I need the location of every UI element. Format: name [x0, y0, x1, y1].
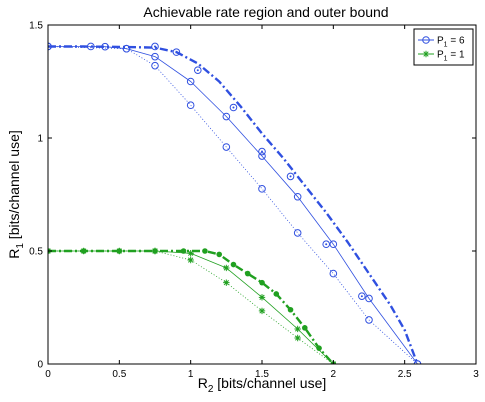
series-6-point-1: [151, 247, 159, 255]
series-1-point-7: [258, 152, 266, 160]
series-1-point-5: [186, 77, 195, 86]
series-2-point-4: [222, 143, 231, 151]
series-5-point-6: [258, 294, 266, 301]
series-3-point-5: [286, 172, 295, 181]
series-4-point-10: [273, 291, 280, 297]
axes: 0 0.5 1 1.5 2 2.5 3 0 0.5 1 1.5: [29, 21, 479, 381]
legend-marker-0: [422, 36, 430, 44]
x-tick-label-1: 0.5: [112, 369, 126, 380]
series-3: [151, 42, 366, 301]
x-tick-label-6: 3: [473, 369, 479, 380]
series-2-point-9: [413, 360, 422, 364]
y-tick-label-2: 1: [37, 134, 43, 145]
series-4-point-5: [202, 248, 208, 254]
series-3-point-2: [194, 66, 202, 74]
series-3-point-1: [172, 48, 181, 56]
series-line-1: [48, 46, 418, 364]
series-2-point-7: [329, 269, 338, 278]
series-6-point-4: [258, 307, 266, 315]
series-1-point-8: [293, 192, 302, 201]
series-5-point-7: [294, 325, 301, 333]
legend-marker-1: [422, 50, 430, 58]
series-5-point-1: [80, 247, 87, 255]
series-3-point-0: [151, 42, 159, 51]
x-tick-label-4: 2: [331, 369, 337, 380]
series-1-point-1: [87, 42, 95, 51]
legend-entry-0: P1 = 6: [418, 36, 465, 49]
series-4-point-13: [316, 345, 322, 351]
series-3-point-6: [322, 240, 331, 249]
series-2-point-2: [151, 61, 159, 70]
series-2-point-3: [186, 101, 195, 110]
x-axis-label: R2 [bits/channel use]: [198, 375, 327, 395]
series-4-point-9: [259, 279, 265, 286]
legend-entry-1: P1 = 1: [418, 50, 465, 63]
series-1-point-10: [365, 294, 373, 303]
series-0: [48, 45, 419, 364]
legend: P1 = 6P1 = 1: [413, 28, 474, 66]
series-5-point-5: [223, 264, 230, 272]
chart-title: Achievable rate region and outer bound: [143, 4, 388, 20]
series-6-point-2: [187, 256, 194, 264]
series-2: [48, 42, 422, 364]
y-tick-label-3: 1.5: [29, 21, 43, 32]
legend-box: [413, 28, 474, 66]
series-3-point-3: [229, 103, 238, 112]
series-5-point-4: [187, 250, 194, 257]
series-group: [48, 42, 422, 364]
series-6: [48, 247, 337, 364]
series-5-point-2: [116, 247, 123, 255]
legend-label-1: P1 = 1: [437, 50, 465, 63]
series-5: [48, 247, 337, 364]
series-1-point-4: [151, 52, 159, 61]
series-2-point-6: [293, 229, 302, 237]
series-2-point-5: [258, 185, 266, 193]
series-4-point-12: [302, 325, 308, 331]
series-6-point-5: [294, 334, 301, 342]
series-4-point-11: [287, 306, 294, 313]
series-6-point-3: [223, 279, 230, 286]
y-tick-label-1: 0.5: [29, 247, 43, 258]
series-line-2: [48, 46, 418, 364]
series-3-point-7: [358, 292, 366, 301]
x-tick-label-3: 1.5: [255, 369, 269, 380]
plot-area: [48, 42, 422, 364]
series-4-point-6: [216, 251, 222, 258]
y-axis-label: R1 [bits/channel use]: [6, 130, 26, 259]
series-1-point-2: [101, 42, 109, 51]
series-4-point-8: [244, 270, 251, 277]
axis-labels: R2 [bits/channel use] R1 [bits/channel us…: [6, 130, 326, 395]
series-1-point-9: [329, 240, 338, 249]
x-tick-label-5: 2.5: [398, 369, 412, 380]
series-2-point-1: [122, 44, 131, 53]
series-2-point-8: [365, 316, 373, 324]
series-1-point-6: [222, 112, 231, 121]
series-line-0: [48, 45, 419, 364]
x-tick-label-0: 0: [45, 369, 51, 380]
series-3-point-4: [258, 147, 266, 156]
x-tick-label-2: 1: [188, 369, 194, 380]
legend-label-0: P1 = 6: [437, 36, 465, 49]
y-tick-label-0: 0: [37, 360, 43, 371]
series-4-point-7: [230, 261, 237, 268]
